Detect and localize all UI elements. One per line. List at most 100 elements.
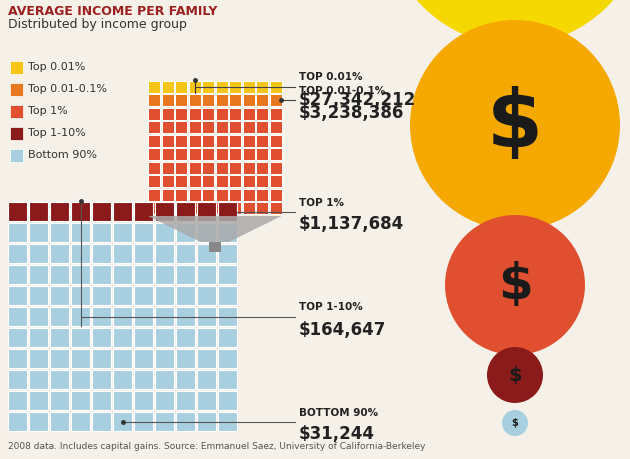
- Bar: [148, 189, 160, 201]
- Bar: [256, 148, 268, 160]
- Bar: [215, 162, 227, 174]
- Bar: [148, 94, 160, 106]
- Bar: [92, 370, 111, 389]
- Text: $: $: [487, 86, 543, 164]
- Bar: [155, 391, 174, 410]
- Bar: [175, 94, 187, 106]
- Bar: [134, 349, 153, 368]
- Bar: [188, 162, 200, 174]
- Bar: [134, 391, 153, 410]
- Bar: [134, 370, 153, 389]
- Bar: [176, 370, 195, 389]
- Bar: [161, 121, 173, 133]
- Bar: [270, 121, 282, 133]
- Bar: [202, 175, 214, 187]
- Bar: [243, 162, 255, 174]
- Bar: [176, 307, 195, 326]
- Bar: [218, 223, 237, 242]
- Text: $1,137,684: $1,137,684: [299, 215, 404, 234]
- Bar: [270, 189, 282, 201]
- Bar: [161, 189, 173, 201]
- Bar: [92, 391, 111, 410]
- Text: Top 0.01%: Top 0.01%: [28, 62, 86, 73]
- Bar: [155, 328, 174, 347]
- Text: TOP 1-10%: TOP 1-10%: [299, 302, 363, 313]
- Bar: [8, 391, 27, 410]
- Bar: [29, 244, 48, 263]
- Bar: [243, 148, 255, 160]
- Bar: [218, 244, 237, 263]
- Bar: [134, 328, 153, 347]
- Bar: [50, 202, 69, 221]
- Bar: [92, 412, 111, 431]
- Bar: [218, 286, 237, 305]
- Bar: [215, 202, 227, 214]
- Bar: [270, 80, 282, 93]
- Bar: [176, 265, 195, 284]
- Bar: [197, 412, 216, 431]
- Bar: [29, 265, 48, 284]
- Bar: [8, 412, 27, 431]
- Bar: [113, 244, 132, 263]
- Bar: [161, 175, 173, 187]
- Bar: [113, 391, 132, 410]
- Bar: [134, 202, 153, 221]
- Bar: [202, 121, 214, 133]
- Bar: [256, 94, 268, 106]
- Bar: [155, 349, 174, 368]
- Bar: [188, 189, 200, 201]
- Bar: [10, 61, 23, 74]
- Bar: [113, 223, 132, 242]
- Text: $3,238,386: $3,238,386: [299, 104, 404, 122]
- Bar: [215, 94, 227, 106]
- Bar: [71, 370, 90, 389]
- Bar: [202, 134, 214, 146]
- Bar: [29, 328, 48, 347]
- Bar: [29, 223, 48, 242]
- Bar: [8, 244, 27, 263]
- Bar: [155, 412, 174, 431]
- Bar: [155, 244, 174, 263]
- Bar: [176, 391, 195, 410]
- Bar: [215, 80, 227, 93]
- Bar: [229, 94, 241, 106]
- Text: Distributed by income group: Distributed by income group: [8, 18, 187, 31]
- Bar: [29, 370, 48, 389]
- Text: TOP 0.01-0.1%: TOP 0.01-0.1%: [299, 86, 386, 96]
- Bar: [155, 265, 174, 284]
- Bar: [29, 286, 48, 305]
- Bar: [8, 265, 27, 284]
- Bar: [243, 121, 255, 133]
- Bar: [8, 286, 27, 305]
- Bar: [270, 162, 282, 174]
- Bar: [202, 189, 214, 201]
- Bar: [188, 121, 200, 133]
- Bar: [197, 328, 216, 347]
- Bar: [161, 134, 173, 146]
- Bar: [188, 107, 200, 119]
- Bar: [176, 244, 195, 263]
- Bar: [188, 148, 200, 160]
- Bar: [29, 391, 48, 410]
- Bar: [243, 202, 255, 214]
- Bar: [256, 175, 268, 187]
- Bar: [148, 148, 160, 160]
- Circle shape: [502, 410, 528, 436]
- Text: $: $: [512, 418, 518, 428]
- Text: $: $: [498, 261, 532, 309]
- Bar: [113, 202, 132, 221]
- Bar: [71, 223, 90, 242]
- Text: BOTTOM 90%: BOTTOM 90%: [299, 408, 378, 418]
- Bar: [229, 148, 241, 160]
- Bar: [243, 80, 255, 93]
- Bar: [270, 134, 282, 146]
- Bar: [256, 134, 268, 146]
- Bar: [270, 94, 282, 106]
- Bar: [197, 307, 216, 326]
- Bar: [29, 412, 48, 431]
- Text: $164,647: $164,647: [299, 320, 386, 338]
- Bar: [256, 121, 268, 133]
- Bar: [229, 121, 241, 133]
- Bar: [176, 328, 195, 347]
- Bar: [270, 107, 282, 119]
